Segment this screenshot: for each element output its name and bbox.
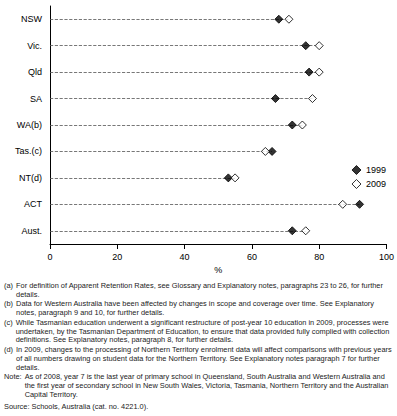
svg-text:100: 100 (379, 252, 394, 262)
svg-text:2009: 2009 (366, 179, 386, 189)
svg-text:20: 20 (112, 252, 122, 262)
svg-text:Vic.: Vic. (27, 41, 42, 51)
html-text:Source: Schools, Australia (ca: Source: Schools, Australia (cat. no. 422… (4, 401, 149, 411)
svg-text:40: 40 (180, 252, 190, 262)
html-text:(d) In 2009, changes to the pr: (d) In 2009, changes to the processing o… (4, 345, 392, 372)
svg-text:WA(b): WA(b) (17, 120, 42, 130)
svg-text:NT(d): NT(d) (19, 173, 42, 183)
svg-text:Aust.: Aust. (21, 226, 42, 236)
svg-text:0: 0 (47, 252, 52, 262)
svg-text:SA: SA (30, 94, 42, 104)
html-text:Note: As of 2008, year 7 is th: Note: As of 2008, year 7 is the last yea… (4, 372, 389, 399)
svg-text:Tas.(c): Tas.(c) (15, 146, 42, 156)
html-text:(a) For definition of Apparent: (a) For definition of Apparent Retention… (4, 281, 383, 299)
svg-text:ACT: ACT (24, 199, 43, 209)
svg-text:NSW: NSW (21, 14, 43, 24)
html-text:(b) Data for Western Australia: (b) Data for Western Australia have been… (4, 299, 374, 318)
svg-text:1999: 1999 (366, 165, 386, 175)
svg-text:%: % (214, 265, 222, 275)
svg-text:60: 60 (247, 252, 257, 262)
svg-text:Qld: Qld (28, 67, 42, 77)
svg-text:80: 80 (314, 252, 324, 262)
html-text:(c) While Tasmanian education: (c) While Tasmanian education underwent … (4, 317, 390, 345)
